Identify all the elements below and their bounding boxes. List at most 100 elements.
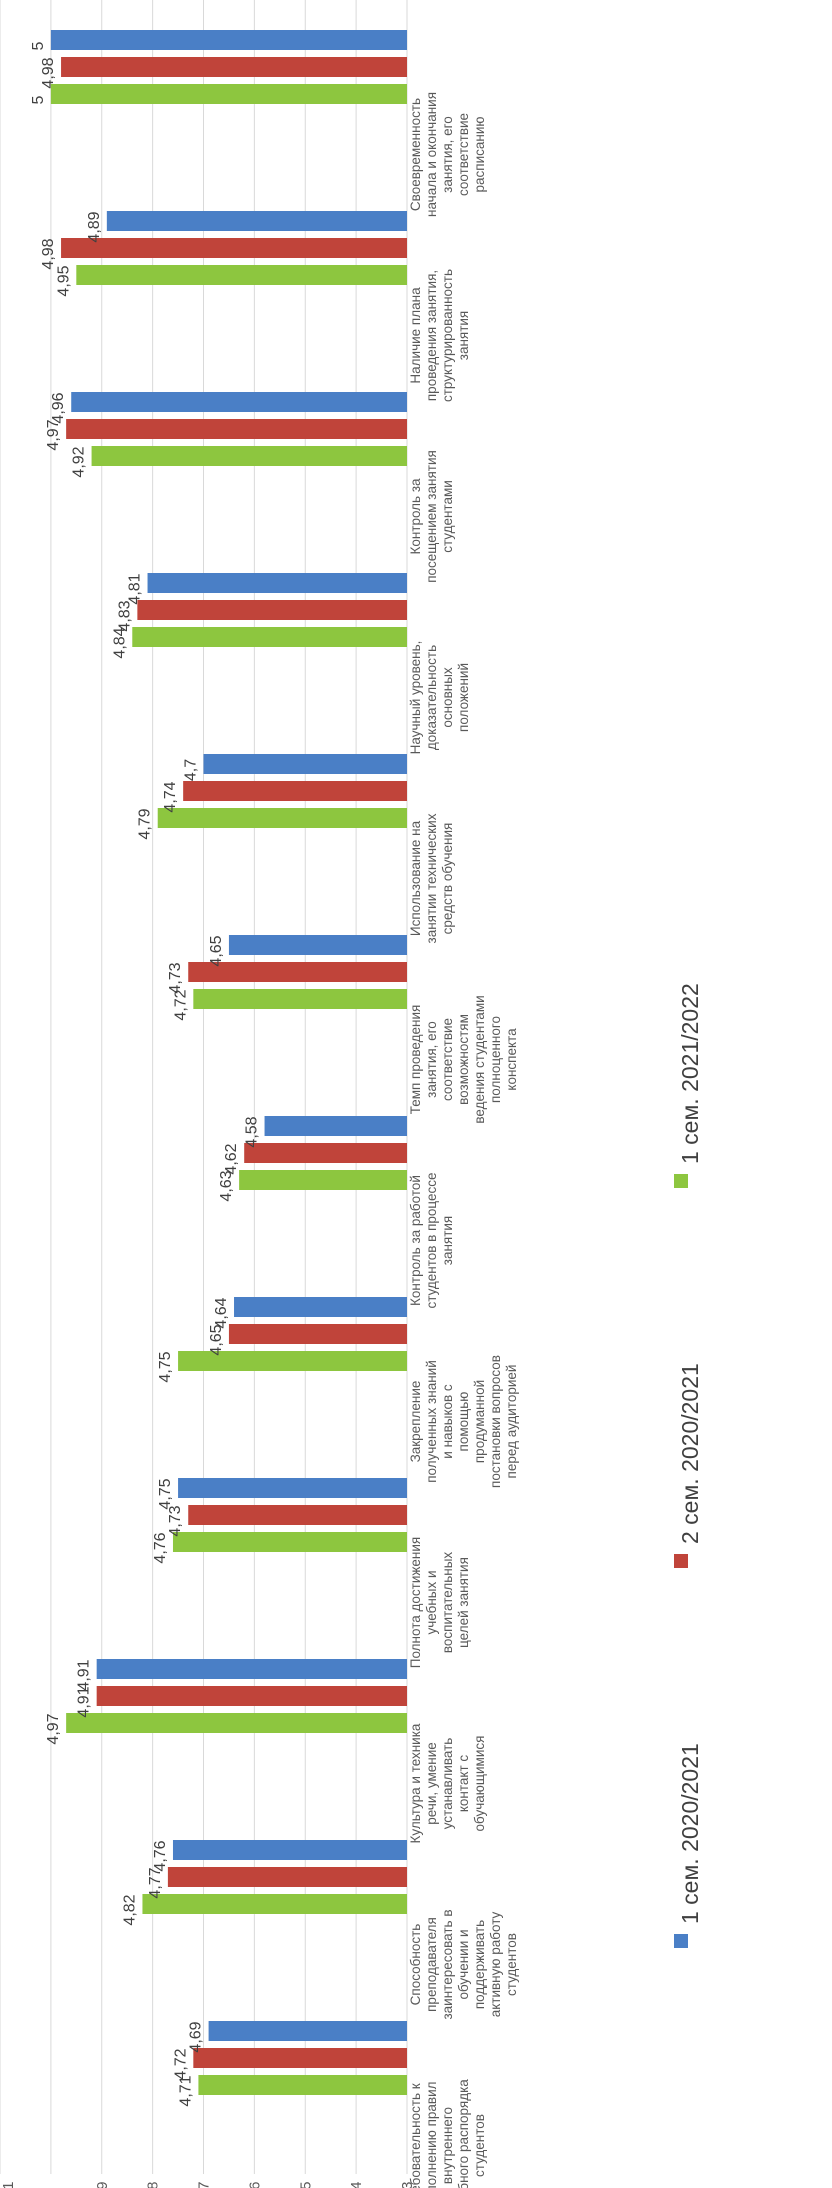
bar — [244, 1143, 407, 1163]
category-labels: Своевременность начала и окончания занятия… — [408, 92, 519, 2188]
bar — [188, 962, 407, 982]
bar — [96, 1686, 407, 1706]
category-label-line: внутреннего — [440, 2107, 455, 2184]
category-label: Контроль за посещением занятия студентами — [408, 450, 455, 583]
data-label: 4,89 — [86, 211, 103, 242]
tick-label: 4,6 — [246, 2182, 263, 2188]
category-label-line: Темп проведения — [408, 1005, 423, 1115]
bar — [76, 265, 407, 285]
bar — [172, 1840, 407, 1860]
category-label: Использование на занятии технических средс… — [408, 813, 455, 943]
category-label-line: выполнению правил — [424, 2081, 439, 2188]
category-label-line: постановки вопросов — [488, 1355, 503, 1488]
category-label-line: полноценного — [488, 1016, 503, 1103]
category-label-line: учебного распорядка — [456, 2079, 471, 2188]
bar — [91, 446, 407, 466]
category-label-line: посещением занятия — [424, 450, 439, 583]
category-label-line: Научный уровень, — [408, 641, 423, 755]
category-label-line: поддерживать — [472, 1920, 487, 2009]
category-label-line: доказательность — [424, 645, 439, 750]
data-label: 4,75 — [157, 1478, 174, 1509]
legend-label: 1 сем. 2020/2021 — [677, 1743, 703, 1924]
tick-label: 4,9 — [94, 2182, 111, 2188]
tick-label: 4,8 — [145, 2182, 162, 2188]
category-label: Требовательность к выполнению правил внутр… — [408, 2079, 487, 2188]
category-label-line: Контроль за работой — [408, 1175, 423, 1306]
bar — [50, 30, 407, 50]
category-label-line: Своевременность — [408, 98, 423, 211]
bar — [132, 627, 407, 647]
category-label-line: занятия — [456, 311, 471, 361]
category-label-line: начала и окончания — [424, 92, 439, 217]
bar — [234, 1297, 407, 1317]
category-label-line: проведения занятия, — [424, 270, 439, 401]
category-label: Культура и техника речи, умение устанавлив… — [408, 1723, 487, 1843]
category-label: Контроль за работой студентов в процессе з… — [408, 1172, 455, 1308]
bar — [50, 84, 407, 104]
data-label: 4,76 — [152, 1532, 169, 1563]
category-label-line: воспитательных — [440, 1552, 455, 1654]
data-label: 4,83 — [116, 600, 133, 631]
tick-label: 5,1 — [0, 2182, 17, 2188]
category-label-line: расписанию — [472, 117, 487, 193]
category-label-line: обучении и — [456, 1929, 471, 1999]
category-label-line: ведения студентами — [472, 995, 487, 1123]
category-label-line: конспекта — [504, 1028, 519, 1091]
data-label: 4,92 — [71, 446, 88, 477]
bar — [188, 1505, 407, 1525]
data-label: 4,98 — [40, 57, 57, 88]
category-label-line: Способность — [408, 1924, 423, 2006]
category-label-line: студентами — [440, 480, 455, 553]
category-label-line: соответствие — [440, 1018, 455, 1101]
data-labels: 54,9854,894,984,954,964,974,924,814,834,… — [30, 41, 261, 2106]
category-label-line: занятия, его — [424, 1021, 439, 1098]
data-label: 4,77 — [147, 1867, 164, 1898]
category-label-line: Требовательность к — [408, 2083, 423, 2188]
data-label: 4,91 — [76, 1686, 93, 1717]
data-label: 4,79 — [137, 808, 154, 839]
bar — [178, 1478, 407, 1498]
category-label-line: средств обучения — [440, 823, 455, 935]
bar — [198, 2075, 407, 2095]
category-label: Способность преподавателя заинтересовать в… — [408, 1909, 519, 2019]
data-label: 4,63 — [218, 1170, 235, 1201]
category-label-line: структурированность — [440, 269, 455, 402]
category-label-line: соответствие — [456, 113, 471, 196]
legend-label: 1 сем. 2021/2022 — [677, 983, 703, 1164]
tick-label: 4,3 — [399, 2182, 416, 2188]
bar — [203, 754, 407, 774]
bar — [228, 1324, 407, 1344]
data-label: 5 — [30, 41, 47, 50]
tick-label: 4,5 — [297, 2182, 314, 2188]
category-label-line: продуманной — [472, 1380, 487, 1463]
bar — [264, 1116, 407, 1136]
category-label-line: обучающимися — [472, 1736, 487, 1832]
category-label-line: полученных знаний — [424, 1360, 439, 1483]
data-label: 4,62 — [223, 1143, 240, 1174]
bar — [66, 1713, 407, 1733]
data-label: 4,97 — [45, 419, 62, 450]
category-label-line: возможностям — [456, 1014, 471, 1105]
legend-swatch — [674, 1554, 688, 1568]
category-label-line: перед аудиторией — [504, 1365, 519, 1479]
gridlines — [0, 0, 408, 2174]
bar — [61, 238, 408, 258]
data-label: 4,69 — [188, 2021, 205, 2052]
data-label: 4,65 — [208, 1324, 225, 1355]
data-label: 4,84 — [111, 627, 128, 658]
category-label-line: основных — [440, 667, 455, 728]
data-label: 4,91 — [76, 1659, 93, 1690]
category-label-line: студентов — [504, 1933, 519, 1996]
data-label: 4,96 — [50, 392, 67, 423]
bar — [172, 1532, 407, 1552]
category-label-line: положений — [456, 663, 471, 732]
bar — [183, 781, 407, 801]
category-label-line: учебных и — [424, 1570, 439, 1634]
bar — [239, 1170, 407, 1190]
data-label: 4,95 — [55, 265, 72, 296]
bar — [71, 392, 407, 412]
legend-label: 2 сем. 2020/2021 — [677, 1363, 703, 1544]
category-label-line: Культура и техника — [408, 1723, 423, 1843]
